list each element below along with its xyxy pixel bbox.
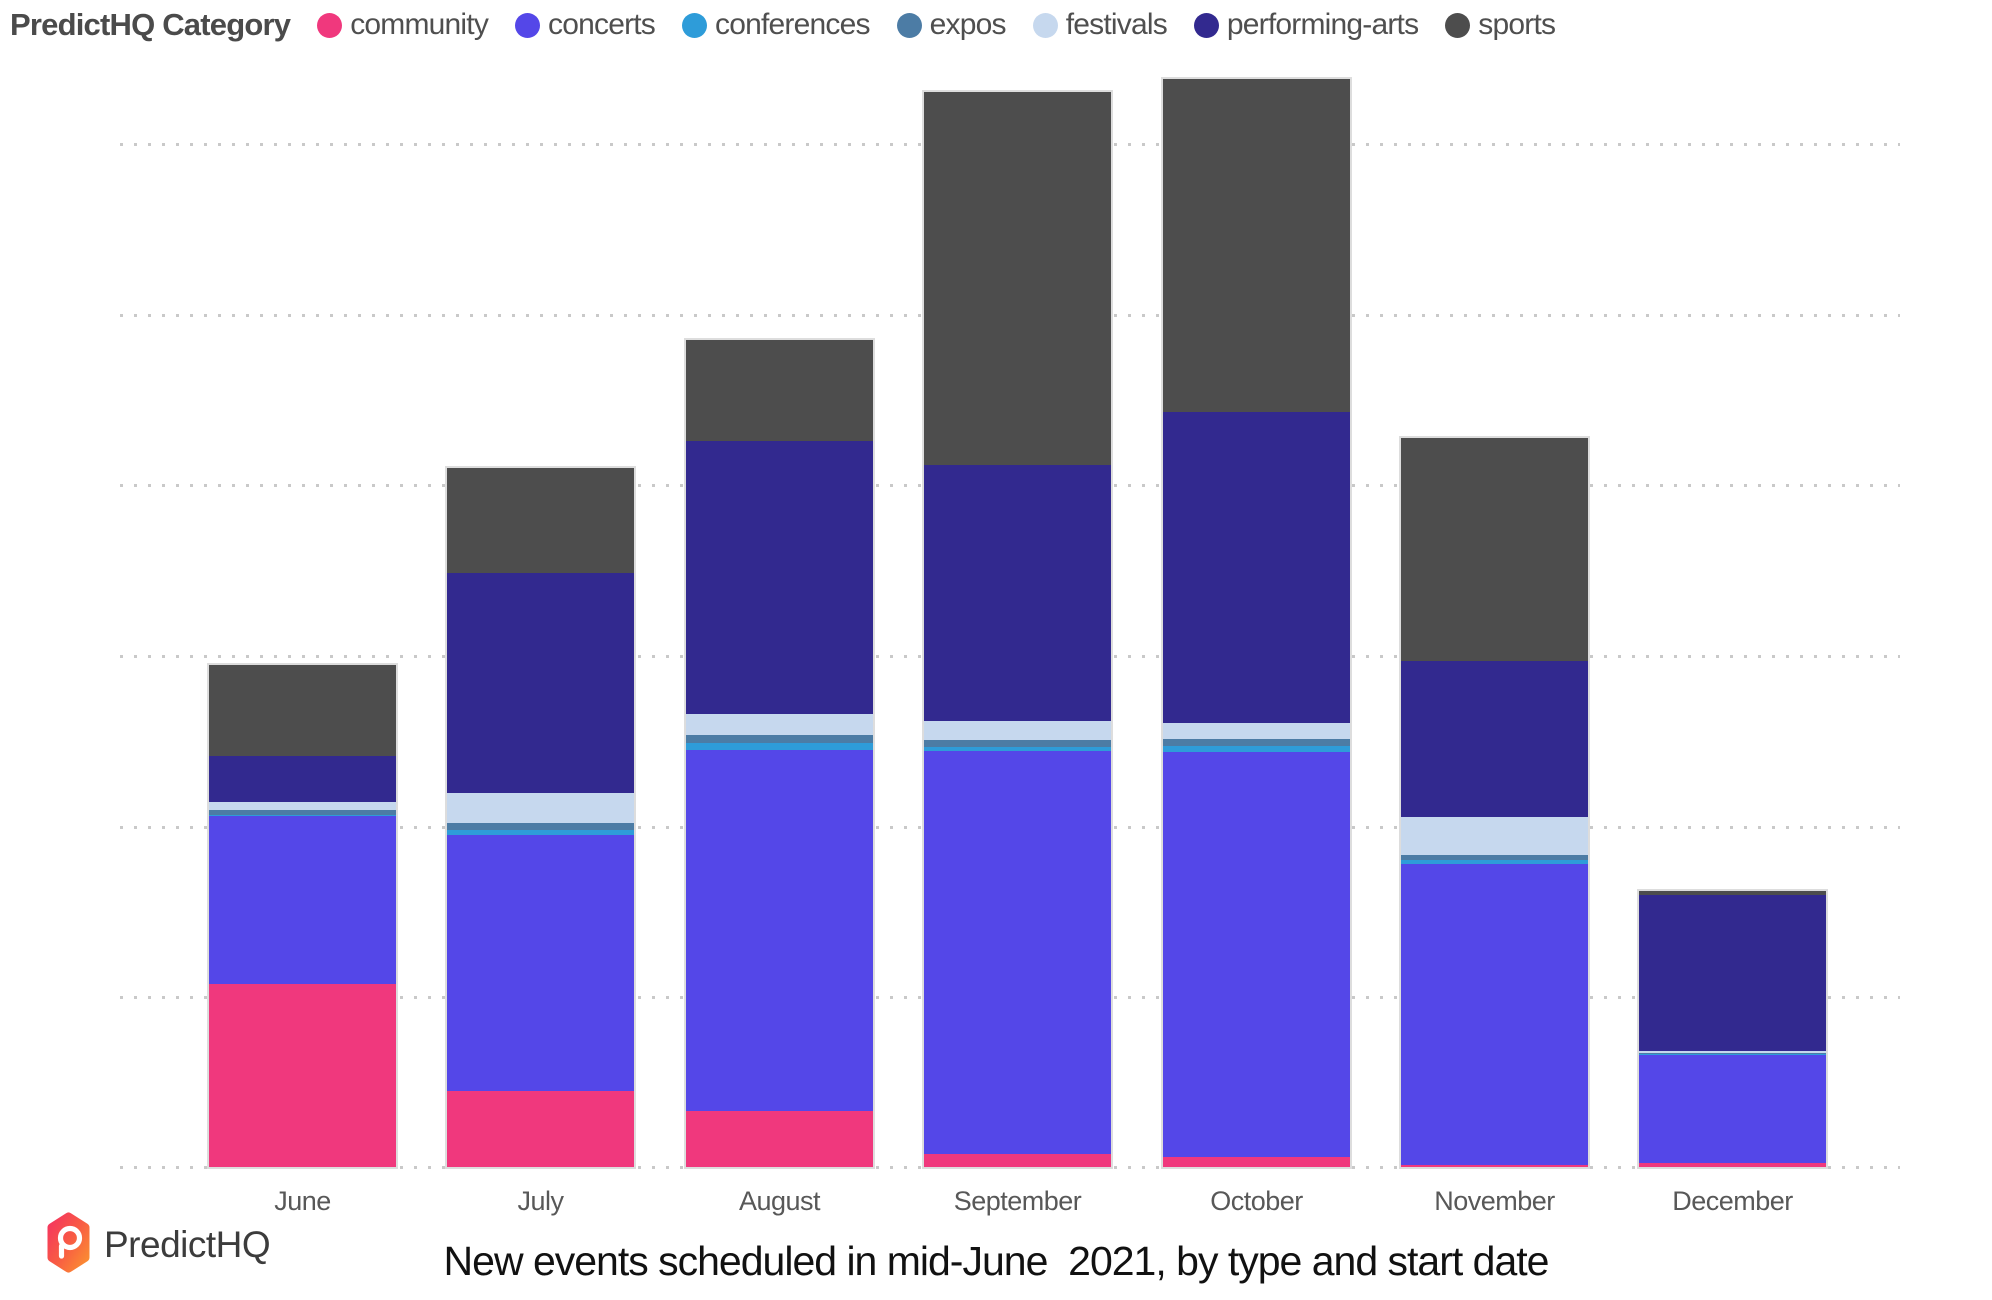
bar-segment-expos-september [924, 740, 1111, 747]
legend-label: concerts [548, 8, 656, 41]
bar-segment-community-november [1401, 1165, 1588, 1167]
bar-segment-sports-june [209, 665, 396, 756]
legend-item-concerts: concerts [515, 8, 656, 42]
bar-segment-festivals-july [447, 793, 634, 823]
bar-segment-concerts-june [209, 816, 396, 984]
legend-dot-expos [896, 12, 922, 38]
gridline [120, 1166, 1900, 1169]
bar-segment-community-june [209, 984, 396, 1167]
legend-label: festivals [1065, 8, 1168, 41]
x-axis-label-august: August [738, 1185, 821, 1216]
bar-segment-conferences-september [924, 747, 1111, 751]
bar-segment-conferences-july [447, 830, 634, 835]
bar-segment-performing-arts-july [447, 573, 634, 793]
bar-segment-performing-arts-september [924, 465, 1111, 721]
bar-august [684, 338, 875, 1169]
bar-segment-sports-october [1163, 79, 1350, 412]
brand-name: PredictHQ [104, 1224, 271, 1265]
legend-item-community: community [317, 8, 489, 42]
bar-segment-performing-arts-june [209, 756, 396, 802]
bar-segment-sports-august [686, 340, 873, 441]
legend-dot-concerts [515, 12, 541, 38]
legend-label: performing-arts [1226, 8, 1419, 41]
bar-december [1637, 889, 1828, 1169]
legend-label: expos [929, 8, 1007, 41]
bar-segment-expos-december [1639, 1053, 1826, 1054]
chart-title: New events scheduled in mid-June 2021, b… [443, 1238, 1550, 1284]
legend-item-expos: expos [896, 8, 1007, 42]
bar-june [207, 663, 398, 1169]
bar-segment-concerts-august [686, 750, 873, 1111]
x-axis-label-september: September [953, 1185, 1082, 1216]
x-axis-label-october: October [1210, 1185, 1303, 1216]
legend-dot-sports [1445, 12, 1471, 38]
legend-dot-performing-arts [1193, 12, 1219, 38]
bar-november [1399, 436, 1590, 1169]
legend-item-festivals: festivals [1032, 8, 1168, 42]
bar-segment-expos-july [447, 823, 634, 830]
predicthq-logo-icon [46, 1212, 91, 1278]
bar-segment-sports-november [1401, 438, 1588, 661]
bar-segment-performing-arts-november [1401, 661, 1588, 817]
bar-segment-festivals-june [209, 802, 396, 810]
legend-label: community [350, 8, 489, 41]
bar-segment-festivals-december [1639, 1051, 1826, 1053]
bar-segment-festivals-november [1401, 817, 1588, 855]
legend-item-performing-arts: performing-arts [1193, 8, 1419, 42]
brand-footer: PredictHQ [46, 1212, 271, 1278]
bar-segment-community-october [1163, 1157, 1350, 1167]
bar-segment-conferences-october [1163, 746, 1350, 752]
bar-segment-sports-december [1639, 891, 1826, 895]
bar-segment-expos-october [1163, 739, 1350, 746]
bar-segment-performing-arts-october [1163, 412, 1350, 723]
legend: PredictHQ Category community concerts conf… [10, 7, 1556, 43]
bar-segment-festivals-october [1163, 723, 1350, 739]
bar-segment-concerts-november [1401, 864, 1588, 1165]
bar-segment-expos-november [1401, 855, 1588, 860]
legend-dot-festivals [1032, 12, 1058, 38]
bar-october [1161, 77, 1352, 1169]
bar-segment-expos-august [686, 735, 873, 743]
bar-july [445, 466, 636, 1169]
bar-segment-concerts-september [924, 751, 1111, 1154]
legend-label: conferences [715, 8, 870, 41]
legend-item-conferences: conferences [682, 8, 870, 42]
bar-segment-concerts-december [1639, 1055, 1826, 1163]
bar-segment-conferences-june [209, 815, 396, 816]
legend-label: sports [1478, 8, 1556, 41]
bar-segment-community-july [447, 1091, 634, 1167]
bar-segment-community-august [686, 1111, 873, 1167]
legend-dot-community [317, 12, 343, 38]
bar-segment-sports-july [447, 468, 634, 573]
bar-segment-festivals-september [924, 721, 1111, 740]
bar-segment-concerts-july [447, 835, 634, 1091]
bar-september [922, 90, 1113, 1169]
bar-segment-festivals-august [686, 714, 873, 735]
bar-segment-expos-june [209, 810, 396, 815]
bar-segment-concerts-october [1163, 752, 1350, 1157]
x-axis-label-december: December [1672, 1185, 1793, 1216]
bar-segment-community-september [924, 1154, 1111, 1167]
bar-segment-conferences-november [1401, 860, 1588, 864]
x-axis-label-november: November [1434, 1185, 1555, 1216]
bar-segment-performing-arts-august [686, 441, 873, 714]
bar-segment-conferences-august [686, 743, 873, 750]
x-axis-label-june: June [274, 1185, 331, 1216]
legend-item-sports: sports [1445, 8, 1556, 42]
bar-segment-sports-september [924, 92, 1111, 465]
legend-title: PredictHQ Category [10, 7, 291, 42]
bar-segment-community-december [1639, 1163, 1826, 1167]
legend-dot-conferences [682, 12, 708, 38]
x-axis-label-july: July [517, 1185, 564, 1216]
bar-segment-conferences-december [1639, 1054, 1826, 1055]
bar-segment-performing-arts-december [1639, 895, 1826, 1051]
